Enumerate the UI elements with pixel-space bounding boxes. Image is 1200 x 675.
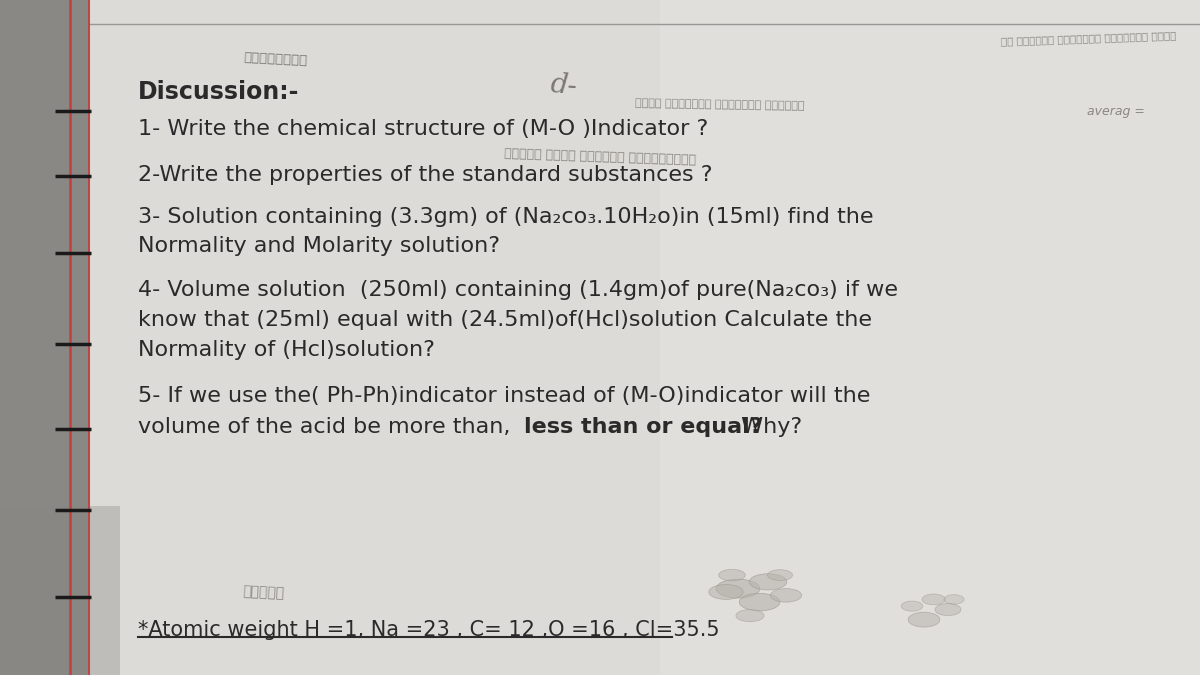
- Text: know that (25ml) equal with (24.5ml)of(Hcl)solution Calculate the: know that (25ml) equal with (24.5ml)of(H…: [138, 310, 872, 330]
- FancyBboxPatch shape: [0, 0, 90, 675]
- Text: جم المحصل الكترون اربابيا تماذ: جم المحصل الكترون اربابيا تماذ: [1001, 30, 1176, 47]
- Text: *Atomic weight H =1, Na =23 , C= 12 ,O =16 , Cl=35.5: *Atomic weight H =1, Na =23 , C= 12 ,O =…: [138, 620, 720, 640]
- Ellipse shape: [719, 570, 745, 580]
- Text: اكتب التركيب الطبيعي للمؤشر: اكتب التركيب الطبيعي للمؤشر: [635, 98, 805, 111]
- Ellipse shape: [935, 603, 961, 616]
- Text: 1- Write the chemical structure of (M-O )Indicator ?: 1- Write the chemical structure of (M-O …: [138, 119, 708, 140]
- Text: 2-Write the properties of the standard substances ?: 2-Write the properties of the standard s…: [138, 165, 713, 186]
- Ellipse shape: [739, 593, 780, 611]
- Text: 5- If we use the( Ph-Ph)indicator instead of (M-O)indicator will the: 5- If we use the( Ph-Ph)indicator instea…: [138, 386, 870, 406]
- Ellipse shape: [736, 610, 764, 622]
- Text: averag =: averag =: [1087, 105, 1145, 117]
- Text: Normality of (Hcl)solution?: Normality of (Hcl)solution?: [138, 340, 434, 360]
- Ellipse shape: [901, 601, 923, 612]
- Text: Why?: Why?: [734, 417, 803, 437]
- Ellipse shape: [768, 570, 792, 580]
- Ellipse shape: [749, 574, 787, 590]
- Ellipse shape: [944, 595, 964, 604]
- FancyBboxPatch shape: [90, 0, 1200, 675]
- FancyBboxPatch shape: [0, 506, 120, 675]
- Text: الوزن: الوزن: [242, 584, 286, 600]
- Ellipse shape: [908, 612, 940, 627]
- Text: d-: d-: [550, 71, 578, 100]
- Ellipse shape: [770, 589, 802, 602]
- Text: volume of the acid be more than,: volume of the acid be more than,: [138, 417, 510, 437]
- Text: Discussion:-: Discussion:-: [138, 80, 299, 104]
- Text: Normality and Molarity solution?: Normality and Molarity solution?: [138, 236, 500, 256]
- Text: كتابه خواص المواد المعياريه: كتابه خواص المواد المعياريه: [504, 147, 696, 167]
- Ellipse shape: [922, 594, 946, 605]
- Text: 3- Solution containing (3.3gm) of (Na₂co₃.10H₂o)in (15ml) find the: 3- Solution containing (3.3gm) of (Na₂co…: [138, 207, 874, 227]
- Text: 4- Volume solution  (250ml) containing (1.4gm)of pure(Na₂co₃) if we: 4- Volume solution (250ml) containing (1…: [138, 280, 898, 300]
- Text: less than or equal?: less than or equal?: [524, 417, 763, 437]
- FancyBboxPatch shape: [660, 0, 1200, 675]
- Ellipse shape: [709, 585, 743, 599]
- Text: الملاحظه: الملاحظه: [244, 51, 308, 67]
- Ellipse shape: [716, 579, 760, 598]
